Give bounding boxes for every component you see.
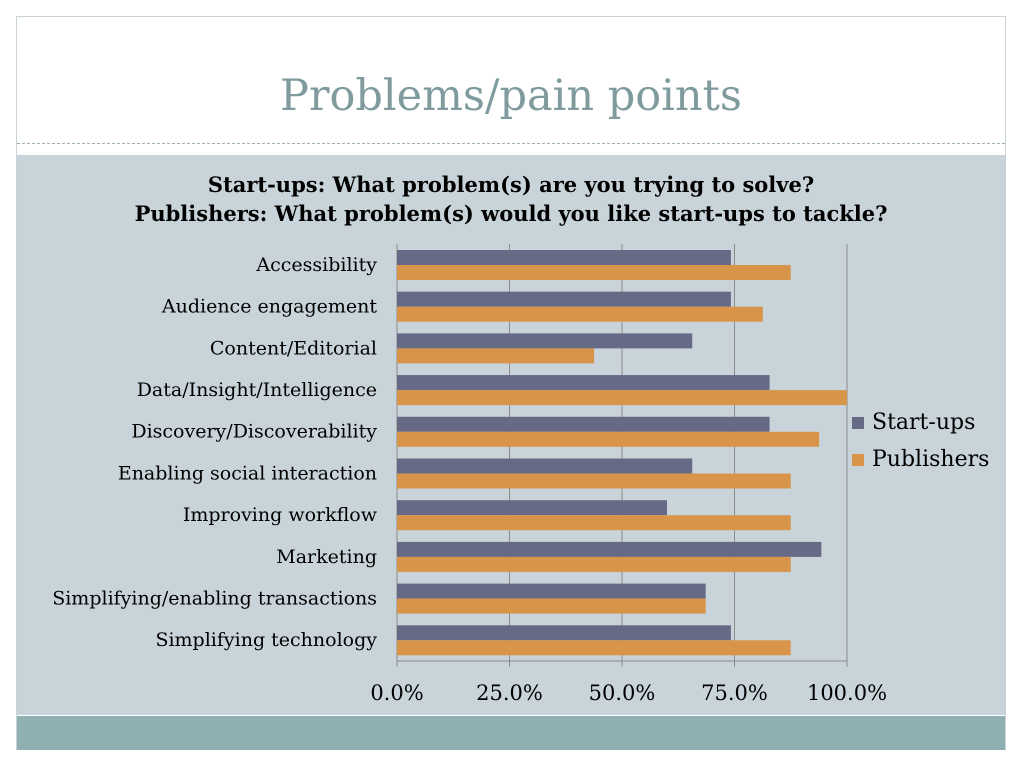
category-label: Marketing xyxy=(276,546,377,568)
bar-startups xyxy=(397,416,770,432)
bar-publishers xyxy=(397,306,763,322)
title-divider xyxy=(17,143,1005,144)
bar-startups xyxy=(397,625,731,641)
bar-startups xyxy=(397,500,667,516)
bar-startups xyxy=(397,541,822,557)
x-tick-label: 50.0% xyxy=(589,681,656,705)
title-area: Problems/pain points xyxy=(17,17,1005,142)
bar-publishers xyxy=(397,348,595,364)
x-tick-label: 25.0% xyxy=(476,681,543,705)
bar-publishers xyxy=(397,556,791,572)
category-label: Discovery/Discoverability xyxy=(131,421,377,443)
category-label: Simplifying technology xyxy=(155,629,377,651)
bar-startups xyxy=(397,250,731,265)
bar-startups xyxy=(397,375,770,391)
category-label: Audience engagement xyxy=(161,296,377,318)
x-tick-label: 0.0% xyxy=(370,681,423,705)
legend-swatch-publishers xyxy=(852,453,864,466)
legend-label-publishers: Publishers xyxy=(872,447,990,472)
bar-publishers xyxy=(397,473,791,489)
bar-startups xyxy=(397,458,693,474)
bar-publishers xyxy=(397,598,706,614)
chart-title: Start-ups: What problem(s) are you tryin… xyxy=(207,172,815,197)
category-label: Improving workflow xyxy=(183,504,378,526)
legend-item-startups: Start-ups xyxy=(852,404,989,441)
category-label: Enabling social interaction xyxy=(118,462,377,484)
chart-legend: Start-ups Publishers xyxy=(852,404,989,478)
legend-swatch-startups xyxy=(852,416,864,429)
bar-publishers xyxy=(397,265,791,280)
chart-subtitle: Publishers: What problem(s) would you li… xyxy=(134,201,888,226)
bar-publishers xyxy=(397,431,820,447)
bar-publishers xyxy=(397,390,847,406)
bar-startups xyxy=(397,291,731,307)
legend-label-startups: Start-ups xyxy=(872,410,976,435)
legend-item-publishers: Publishers xyxy=(852,441,989,478)
bar-publishers xyxy=(397,640,791,656)
footer-band xyxy=(17,716,1005,750)
category-label: Accessibility xyxy=(255,254,377,276)
bar-publishers xyxy=(397,515,791,531)
category-label: Content/Editorial xyxy=(210,337,377,359)
bar-startups xyxy=(397,333,693,349)
slide-title: Problems/pain points xyxy=(280,71,742,121)
category-label: Simplifying/enabling transactions xyxy=(52,587,377,609)
x-tick-label: 75.0% xyxy=(701,681,768,705)
x-tick-label: 100.0% xyxy=(807,681,887,705)
category-label: Data/Insight/Intelligence xyxy=(137,379,377,401)
bar-startups xyxy=(397,583,706,599)
